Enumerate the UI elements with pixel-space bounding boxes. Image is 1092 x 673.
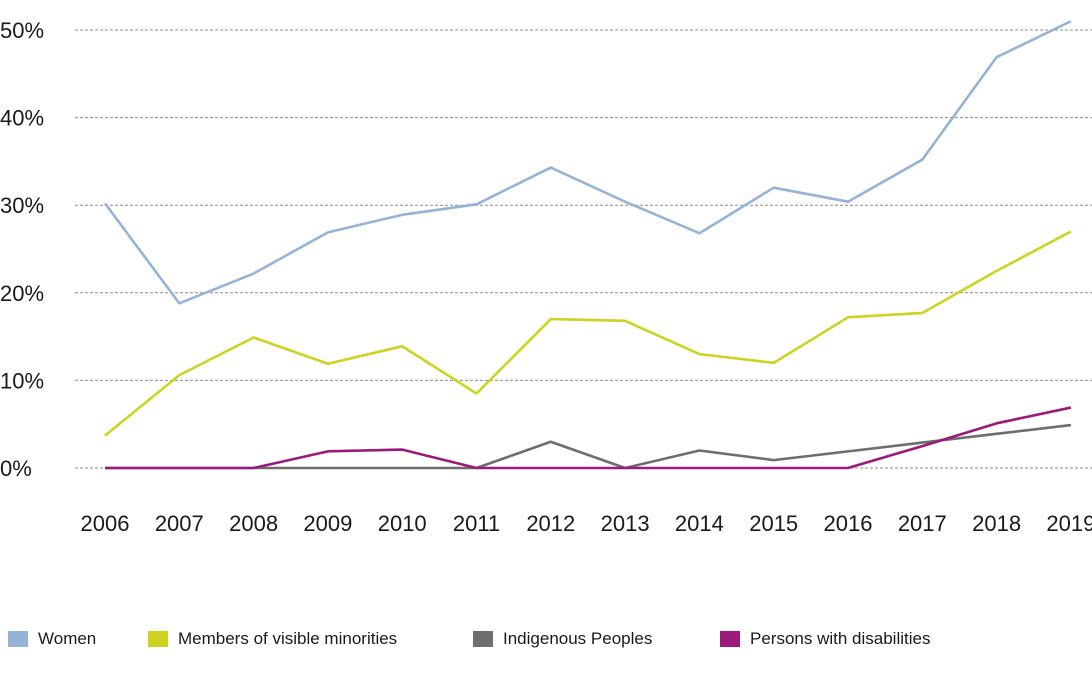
x-tick-label: 2007: [155, 511, 204, 536]
y-axis-ticks: 0% 10% 20% 30% 40% 50%: [0, 18, 44, 481]
x-tick-label: 2011: [453, 511, 500, 536]
x-tick-label: 2014: [675, 511, 724, 536]
legend-item-members-of-visible-minorities: Members of visible minorities: [148, 624, 397, 654]
x-tick-label: 2013: [601, 511, 650, 536]
legend-item-indigenous-peoples: Indigenous Peoples: [473, 624, 652, 654]
x-tick-label: 2009: [303, 511, 352, 536]
series-lines: [103, 20, 1072, 470]
y-tick-label: 50%: [0, 18, 44, 43]
legend-swatch: [148, 631, 168, 647]
x-tick-label: 2006: [81, 511, 130, 536]
x-tick-label: 2017: [898, 511, 947, 536]
series-line-indigenous-peoples: [105, 423, 1072, 470]
legend-swatch: [473, 631, 493, 647]
legend-label: Women: [38, 629, 97, 648]
x-tick-label: 2015: [749, 511, 798, 536]
y-tick-label: 40%: [0, 106, 44, 131]
x-axis-ticks: 2006 2007 2008 2009 2010 2011 2012 2013 2014 2015…: [81, 511, 1092, 536]
y-tick-label: 0%: [0, 456, 32, 481]
legend: Women Members of visible minorities Indige…: [8, 624, 1088, 654]
legend-swatch: [8, 631, 28, 647]
x-tick-label: 2016: [824, 511, 873, 536]
x-tick-label: 2019: [1046, 511, 1092, 536]
legend-label: Members of visible minorities: [178, 629, 398, 648]
x-tick-label: 2012: [526, 511, 575, 536]
legend-label: Indigenous Peoples: [503, 629, 653, 648]
series-line-members-of-visible-minorities: [104, 230, 1072, 437]
legend-item-women: Women: [8, 624, 96, 654]
legend-label: Persons with disabilities: [750, 629, 931, 648]
series-line-persons-with-disabilities: [105, 406, 1072, 470]
series-line-women: [103, 20, 1072, 305]
x-tick-label: 2010: [378, 511, 427, 536]
x-tick-label: 2008: [229, 511, 278, 536]
legend-item-persons-with-disabilities: Persons with disabilities: [720, 624, 930, 654]
legend-swatch: [720, 631, 740, 647]
gridlines: [75, 29, 1092, 469]
y-tick-label: 20%: [0, 281, 44, 306]
y-tick-label: 30%: [0, 193, 44, 218]
y-tick-label: 10%: [0, 368, 44, 393]
x-tick-label: 2018: [972, 511, 1021, 536]
